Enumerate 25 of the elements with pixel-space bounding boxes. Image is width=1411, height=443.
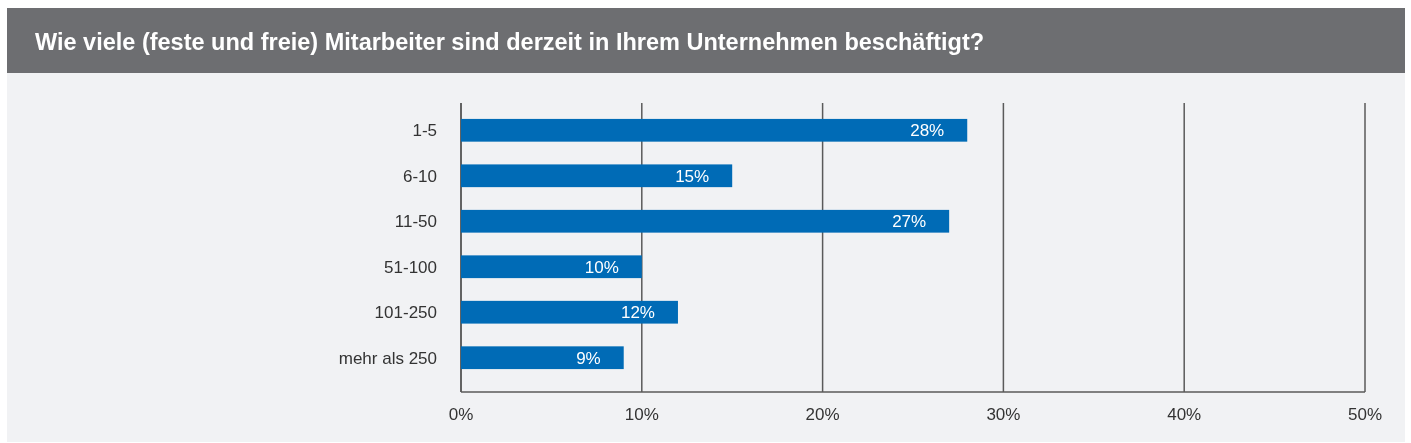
bar: [461, 255, 642, 279]
y-tick-label: 101-250: [374, 303, 437, 323]
x-tick-label: 30%: [986, 405, 1021, 424]
data-label: 28%: [910, 121, 945, 141]
bar: [461, 300, 678, 324]
x-tick-label: 10%: [624, 405, 659, 424]
y-tick-label: 6-10: [402, 166, 437, 186]
chart-title: Wie viele (feste und freie) Mitarbeiter sind derzeit in Ihrem Unternehmen beschäftigt?: [35, 29, 985, 55]
x-tick-label: 20%: [805, 405, 840, 424]
data-label: 9%: [576, 348, 601, 368]
y-tick-label: mehr als 250: [338, 348, 437, 368]
data-label: 15%: [675, 166, 710, 186]
data-label: 27%: [892, 212, 927, 232]
bar: [461, 209, 950, 233]
x-tick-label: 0%: [448, 405, 474, 424]
bar: [461, 118, 968, 142]
bar: [461, 346, 624, 370]
y-tick-label: 11-50: [394, 212, 437, 232]
data-label: 10%: [584, 257, 619, 277]
y-tick-label: 1-5: [412, 121, 437, 141]
y-tick-label: 51-100: [384, 257, 437, 277]
data-label: 12%: [620, 303, 655, 323]
x-tick-label: 40%: [1167, 405, 1202, 424]
bar: [461, 164, 733, 188]
x-tick-label: 50%: [1347, 405, 1383, 424]
